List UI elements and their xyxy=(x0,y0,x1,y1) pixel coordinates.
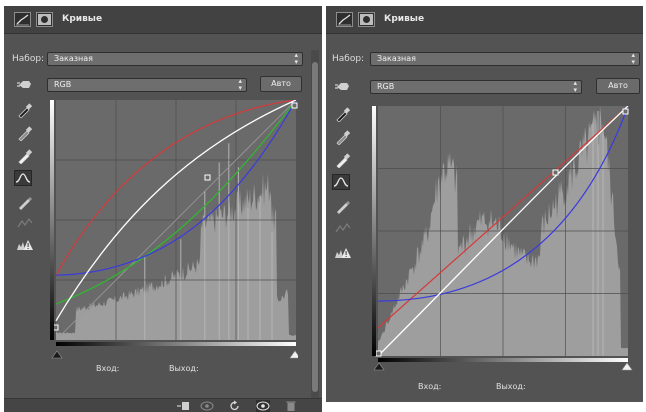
green-channel-curve[interactable] xyxy=(55,100,297,305)
curve-point-white[interactable] xyxy=(291,102,298,109)
black-point-eyedropper-icon[interactable] xyxy=(334,106,352,122)
visibility-eye-icon[interactable] xyxy=(256,400,270,412)
curves-graph-left[interactable] xyxy=(50,100,298,360)
graph-grid xyxy=(378,106,628,356)
on-image-adjust-hand-icon[interactable] xyxy=(334,78,352,94)
pencil-draw-icon[interactable] xyxy=(334,198,352,214)
dropdown-arrows-icon: ▴ ▾ xyxy=(294,51,298,66)
black-point-slider[interactable] xyxy=(373,362,385,371)
red-channel-curve[interactable] xyxy=(55,100,297,276)
input-label: Вход: xyxy=(418,382,442,391)
white-point-slider[interactable] xyxy=(289,350,298,359)
smooth-curve-icon xyxy=(334,220,352,236)
reset-icon[interactable] xyxy=(228,400,242,412)
preset-dropdown[interactable]: Заказная ▴ ▾ xyxy=(47,52,303,66)
red-channel-curve[interactable] xyxy=(377,106,629,329)
preset-label: Набор: xyxy=(332,54,365,64)
gray-point-eyedropper-icon[interactable] xyxy=(334,129,352,145)
scrollbar-thumb[interactable] xyxy=(312,62,318,392)
properties-titlebar: Кривые xyxy=(326,6,643,34)
curves-panel-right: Кривые Набор: Заказная ▴ ▾ RGB ▴ ▾ Авто xyxy=(326,6,643,402)
auto-button[interactable]: Авто xyxy=(260,76,302,92)
delete-trash-icon[interactable] xyxy=(284,400,298,412)
dropdown-arrows-icon: ▴ ▾ xyxy=(631,51,635,66)
output-gradient-bar xyxy=(372,106,376,356)
channel-value: RGB xyxy=(54,80,72,89)
pencil-draw-icon[interactable] xyxy=(16,194,34,210)
panel-title: Кривые xyxy=(384,14,425,24)
panel-bottom-bar xyxy=(4,398,322,412)
output-gradient-bar xyxy=(50,100,54,340)
black-point-slider[interactable] xyxy=(51,350,63,359)
preset-dropdown[interactable]: Заказная ▴ ▾ xyxy=(370,52,640,66)
panel-title: Кривые xyxy=(62,14,103,24)
auto-button[interactable]: Авто xyxy=(596,78,640,94)
curves-adjustment-icon[interactable] xyxy=(14,12,31,27)
preset-value: Заказная xyxy=(377,54,416,63)
rgb-composite-curve[interactable] xyxy=(55,100,297,322)
white-point-slider[interactable] xyxy=(621,362,633,371)
curve-point-white[interactable] xyxy=(622,108,629,115)
channel-value: RGB xyxy=(377,82,395,91)
black-point-eyedropper-icon[interactable] xyxy=(16,102,34,118)
curve-point-tool-icon[interactable] xyxy=(332,174,350,190)
curve-point-mid[interactable] xyxy=(552,169,559,176)
curves-panel-left: Кривые Набор: Заказная ▴ ▾ RGB ▴ ▾ Авто xyxy=(4,6,322,412)
preset-label: Набор: xyxy=(12,54,45,64)
clipping-warning-icon[interactable] xyxy=(334,244,352,260)
output-label: Выход: xyxy=(169,364,199,373)
dropdown-arrows-icon: ▴ ▾ xyxy=(238,77,242,92)
blue-channel-curve[interactable] xyxy=(377,106,629,302)
curve-point-black[interactable] xyxy=(375,350,382,357)
curve-point-mid[interactable] xyxy=(204,174,211,181)
curves-graph-right[interactable] xyxy=(372,106,634,372)
input-gradient-bar xyxy=(56,342,296,346)
blue-channel-curve[interactable] xyxy=(55,100,297,276)
smooth-curve-icon xyxy=(16,215,34,231)
curve-point-tool-icon[interactable] xyxy=(14,170,32,186)
white-point-eyedropper-icon[interactable] xyxy=(16,148,34,164)
baseline-diagonal xyxy=(55,100,297,341)
clip-to-layer-icon[interactable] xyxy=(176,400,190,412)
dropdown-arrows-icon: ▴ ▾ xyxy=(573,79,577,94)
layer-mask-icon[interactable] xyxy=(358,12,375,27)
gray-point-eyedropper-icon[interactable] xyxy=(16,125,34,141)
channel-dropdown[interactable]: RGB ▴ ▾ xyxy=(370,80,582,94)
on-image-adjust-hand-icon[interactable] xyxy=(16,76,34,92)
input-label: Вход: xyxy=(96,364,120,373)
view-previous-state-icon[interactable] xyxy=(200,400,214,412)
output-label: Выход: xyxy=(496,382,526,391)
input-gradient-bar xyxy=(378,358,628,362)
curves-adjustment-icon[interactable] xyxy=(336,12,353,27)
rgb-composite-curve[interactable] xyxy=(377,106,629,357)
white-point-eyedropper-icon[interactable] xyxy=(334,152,352,168)
channel-dropdown[interactable]: RGB ▴ ▾ xyxy=(47,78,247,92)
properties-titlebar: Кривые xyxy=(4,6,322,34)
layer-mask-icon[interactable] xyxy=(36,12,53,27)
preset-value: Заказная xyxy=(54,54,93,63)
clipping-warning-icon[interactable] xyxy=(16,236,34,252)
